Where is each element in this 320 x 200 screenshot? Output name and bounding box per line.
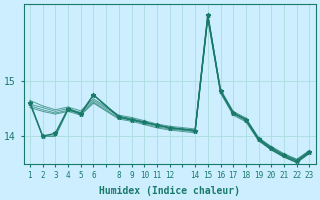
X-axis label: Humidex (Indice chaleur): Humidex (Indice chaleur) bbox=[99, 186, 240, 196]
